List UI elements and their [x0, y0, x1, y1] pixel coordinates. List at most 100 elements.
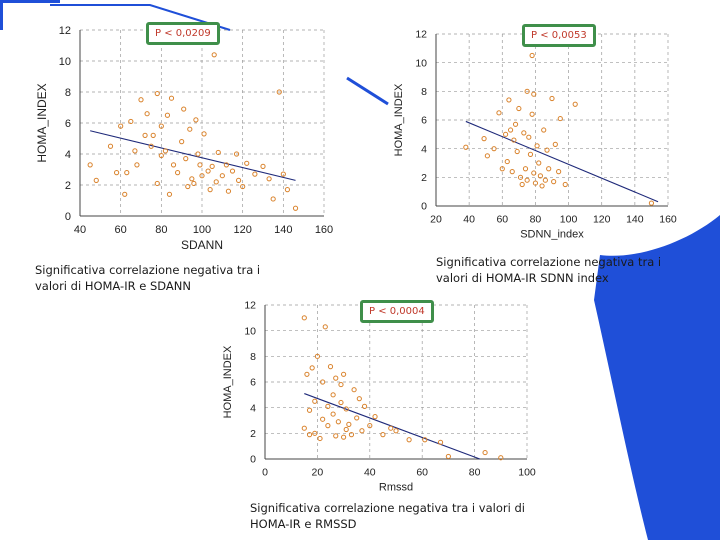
- data-point: [552, 141, 558, 147]
- data-point: [168, 95, 175, 101]
- data-point: [280, 171, 286, 177]
- data-point: [532, 180, 539, 186]
- x-tick-label: 100: [560, 214, 578, 226]
- x-tick-label: 80: [469, 467, 481, 479]
- data-point: [338, 399, 344, 406]
- data-point: [164, 112, 171, 118]
- data-point: [181, 106, 187, 112]
- data-point: [351, 387, 357, 393]
- y-tick-label: 4: [250, 402, 256, 414]
- data-point: [284, 187, 290, 193]
- data-point: [536, 160, 542, 166]
- data-point: [491, 146, 497, 152]
- data-point: [213, 179, 219, 185]
- data-point: [348, 432, 355, 438]
- data-point: [158, 123, 164, 129]
- data-point: [189, 176, 195, 182]
- x-tick-label: 0: [262, 467, 268, 479]
- data-point: [150, 132, 156, 139]
- y-tick-label: 2: [250, 428, 256, 440]
- data-point: [527, 151, 534, 157]
- x-tick-label: 60: [416, 467, 428, 479]
- y-tick-label: 12: [59, 25, 71, 37]
- data-point: [422, 437, 428, 443]
- data-point: [304, 371, 310, 377]
- data-point: [179, 139, 185, 145]
- data-point: [175, 170, 181, 176]
- x-tick-label: 40: [463, 214, 475, 226]
- data-point: [526, 134, 532, 140]
- data-point: [122, 191, 128, 197]
- x-axis-title: SDANN: [181, 238, 223, 252]
- x-tick-label: 100: [518, 467, 536, 479]
- y-tick-label: 10: [415, 57, 427, 69]
- data-point: [507, 127, 514, 133]
- data-point: [546, 166, 552, 172]
- x-tick-label: 120: [233, 224, 251, 236]
- data-point: [309, 365, 315, 371]
- y-tick-label: 0: [250, 454, 256, 466]
- data-point: [529, 111, 535, 117]
- data-point: [524, 88, 530, 94]
- data-point: [233, 151, 240, 157]
- data-point: [134, 162, 140, 168]
- data-point: [301, 425, 307, 431]
- data-point: [338, 381, 344, 388]
- data-point: [541, 127, 547, 133]
- data-point: [144, 111, 150, 117]
- data-point: [215, 149, 221, 156]
- data-point: [306, 407, 313, 413]
- x-tick-label: 40: [364, 467, 376, 479]
- data-point: [266, 176, 272, 182]
- y-tick-label: 6: [250, 377, 256, 389]
- data-point: [306, 432, 313, 438]
- data-point: [229, 168, 236, 174]
- data-point: [166, 191, 173, 197]
- data-point: [312, 430, 318, 436]
- data-point: [542, 177, 548, 183]
- data-point: [154, 180, 160, 187]
- data-point: [162, 148, 168, 154]
- data-point: [244, 160, 250, 166]
- data-point: [437, 439, 444, 445]
- data-point: [356, 396, 362, 402]
- data-point: [276, 89, 282, 95]
- data-point: [531, 91, 537, 97]
- data-point: [516, 105, 522, 112]
- data-point: [207, 187, 213, 193]
- x-tick-label: 140: [626, 214, 644, 226]
- y-tick-label: 6: [65, 118, 71, 130]
- data-point: [118, 123, 124, 129]
- data-point: [557, 115, 563, 122]
- data-point: [354, 415, 360, 421]
- data-point: [537, 173, 543, 179]
- data-point: [481, 136, 487, 142]
- x-axis-title: SDNN_index: [520, 229, 584, 241]
- data-point: [322, 324, 328, 330]
- data-point: [335, 419, 341, 425]
- y-tick-label: 6: [421, 115, 427, 127]
- regression-line: [90, 130, 296, 181]
- data-point: [270, 196, 276, 202]
- blue-swoosh-shape: [594, 215, 720, 540]
- data-point: [521, 130, 527, 136]
- x-tick-label: 100: [193, 224, 211, 236]
- x-tick-label: 60: [115, 224, 127, 236]
- y-tick-label: 8: [421, 86, 427, 98]
- sdann-scatter-chart: 40 60 80 100 120 140 160 0 2 4 6 8 10 12 SDANN HOMA_IND…: [35, 25, 333, 252]
- data-point: [511, 137, 517, 143]
- data-point: [325, 403, 331, 409]
- y-tick-label: 4: [65, 149, 71, 161]
- sdnn-index-scatter-chart: 20 40 60 80 100 120 140 160 0 2 4 6 8 10 12 SDNN_index H…: [393, 29, 677, 241]
- data-point: [333, 433, 339, 439]
- data-point: [372, 414, 378, 420]
- data-point: [330, 411, 336, 417]
- data-point: [320, 379, 326, 385]
- x-tick-label: 160: [315, 224, 333, 236]
- data-point: [333, 375, 339, 381]
- y-tick-label: 2: [65, 180, 71, 192]
- x-tick-label: 80: [155, 224, 167, 236]
- data-point: [301, 315, 307, 321]
- data-point: [236, 177, 242, 183]
